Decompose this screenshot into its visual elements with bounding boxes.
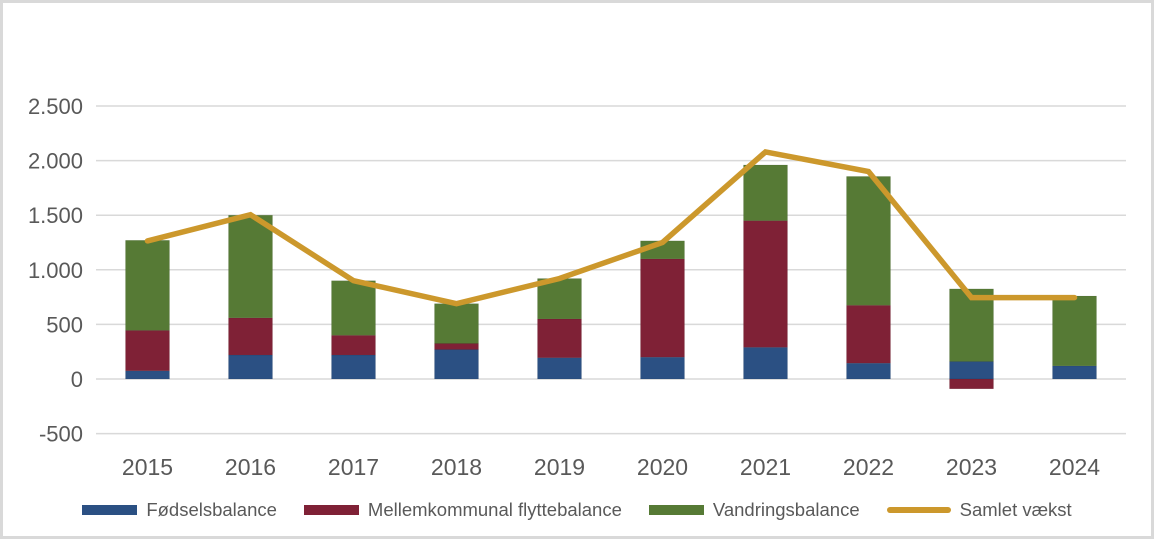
chart-canvas: 2.500 2.000 1.500 1.000 500 0 -500 2015 2016 2017… xyxy=(28,94,1126,480)
x-axis-category-label: 2019 xyxy=(534,454,585,480)
bar-segment xyxy=(125,240,170,331)
bar-segment xyxy=(537,278,582,320)
bar-segment xyxy=(743,164,788,221)
bar-segment xyxy=(125,370,170,380)
bar-segment xyxy=(331,354,376,380)
bar-segment xyxy=(331,335,376,356)
bar-segment xyxy=(537,318,582,358)
bar-segment xyxy=(434,349,479,380)
bar-segment xyxy=(640,356,685,380)
x-axis-category-label: 2015 xyxy=(122,454,173,480)
bar-segment xyxy=(640,258,685,358)
bar-segment xyxy=(228,317,273,356)
bar-segment xyxy=(949,378,994,390)
bar-segment xyxy=(743,347,788,380)
x-axis-category-label: 2018 xyxy=(431,454,482,480)
bar-segment xyxy=(537,357,582,380)
x-axis-category-label: 2020 xyxy=(637,454,688,480)
x-axis-category-label: 2016 xyxy=(225,454,276,480)
bar-segment xyxy=(125,330,170,372)
x-axis-category-label: 2024 xyxy=(1049,454,1100,480)
bar-segment xyxy=(331,280,376,336)
x-axis-category-label: 2022 xyxy=(843,454,894,480)
bar-segment xyxy=(743,220,788,348)
bar-segment xyxy=(846,176,891,306)
y-axis-tick-label: 2.500 xyxy=(28,94,83,119)
bar-segment xyxy=(434,303,479,344)
bar-segment xyxy=(228,354,273,380)
y-axis-tick-label: 0 xyxy=(71,367,83,392)
y-axis-tick-label: 500 xyxy=(46,312,83,337)
x-axis-category-label: 2023 xyxy=(946,454,997,480)
y-axis-tick-label: 2.000 xyxy=(28,149,83,174)
y-axis-tick-label: 1.500 xyxy=(28,203,83,228)
bar-segment xyxy=(228,214,273,319)
y-axis-tick-label: -500 xyxy=(39,422,83,447)
x-axis-category-label: 2017 xyxy=(328,454,379,480)
bar-segment xyxy=(1052,295,1097,367)
total-growth-line xyxy=(144,148,1078,307)
x-axis-category-label: 2021 xyxy=(740,454,791,480)
bar-segment xyxy=(846,362,891,380)
bar-segment xyxy=(949,288,994,362)
bar-segment xyxy=(846,305,891,364)
bar-segment xyxy=(949,361,994,380)
bar-segment xyxy=(1052,365,1097,380)
bar-segment xyxy=(434,343,479,350)
y-axis-tick-label: 1.000 xyxy=(28,258,83,283)
